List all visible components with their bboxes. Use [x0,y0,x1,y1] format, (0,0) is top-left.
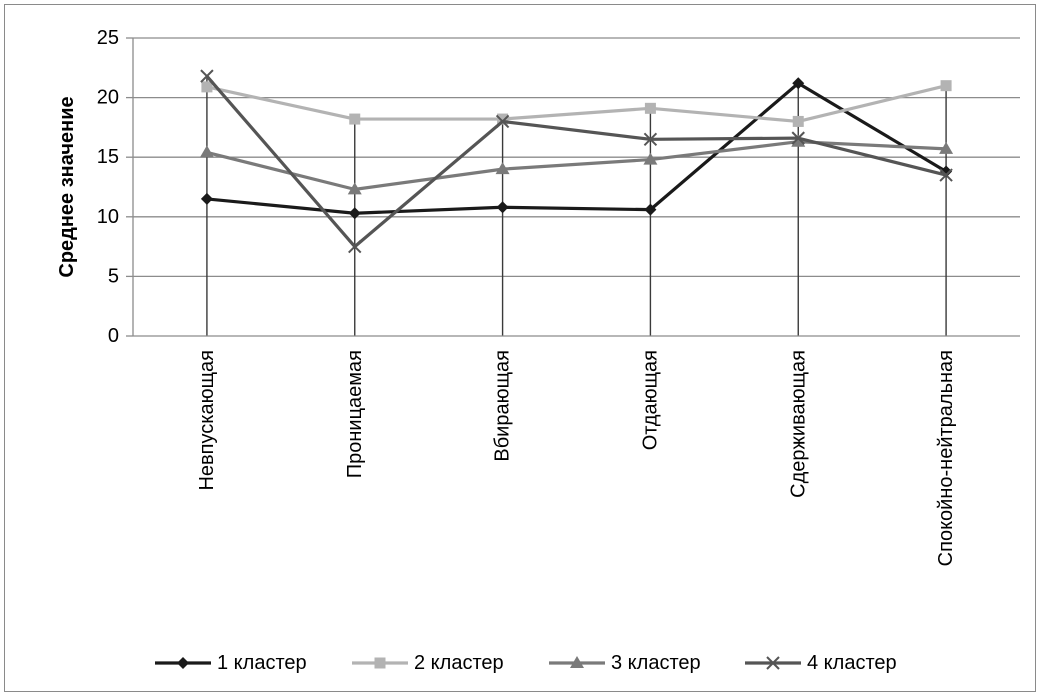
y-tick-label: 15 [97,146,119,168]
legend-item: 4 кластер [745,652,897,674]
point-marker [643,152,658,165]
x-tick-labels: Невпускающая Проницаемая Вбирающая Отдающая… [196,350,957,566]
x-tick-label: Спокойно-нейтральная [935,350,957,566]
point-marker [347,182,362,195]
legend: 1 кластер 2 кластер 3 кластер 4 кластер [155,652,897,674]
legend-label: 1 кластер [217,652,307,674]
point-marker [791,131,805,145]
marker-stroke [939,168,953,182]
point-marker [570,656,584,668]
marker-stroke [643,132,658,147]
point-marker [199,145,214,158]
x-tick-label: Сдерживающая [787,350,809,498]
legend-label: 2 кластер [414,652,504,674]
marker-stroke [200,69,214,83]
point-marker [940,80,952,92]
y-tick-label: 5 [108,265,119,287]
marker-stroke [766,656,780,670]
y-tick-label: 20 [97,87,119,109]
legend-item: 3 кластер [549,652,701,674]
marker-stroke [495,114,510,129]
grid-lines [133,37,1020,278]
legend-item: 2 кластер [352,652,504,674]
y-axis-label: Среднее значение [56,96,78,277]
y-tick-label: 0 [108,325,119,347]
point-marker [644,203,657,216]
point-marker [643,132,658,147]
x-tick-label: Невпускающая [196,350,218,491]
legend-label: 4 кластер [807,652,897,674]
y-tick-labels: 0 5 10 15 20 25 [97,27,119,347]
x-tick-label: Проницаемая [344,350,366,478]
series-lines [199,69,954,254]
point-marker [766,656,780,670]
point-marker [495,114,510,129]
marker-stroke [348,239,362,254]
series-line [206,84,947,124]
point-marker [200,192,213,205]
point-marker [200,69,214,83]
y-tick-label: 10 [97,206,119,228]
point-marker [644,102,656,114]
series-line [205,75,947,249]
series-line [206,81,947,215]
y-tick-label: 25 [97,27,119,49]
point-marker [348,239,362,254]
axes [126,37,1020,337]
x-tick-label: Отдающая [639,350,661,450]
point-marker [201,81,213,93]
point-marker [792,77,805,90]
point-marker [495,162,510,175]
point-marker [349,113,361,125]
point-marker [177,657,189,669]
point-marker [348,207,361,220]
point-marker [939,168,953,182]
x-tick-label: Вбирающая [492,350,514,462]
legend-item: 1 кластер [155,652,307,674]
point-marker [792,115,804,127]
point-marker [791,134,806,147]
legend-label: 3 кластер [611,652,701,674]
point-marker [496,201,509,214]
point-marker [374,657,386,669]
point-marker [497,113,509,125]
marker-stroke [791,131,805,145]
point-marker [939,141,954,154]
